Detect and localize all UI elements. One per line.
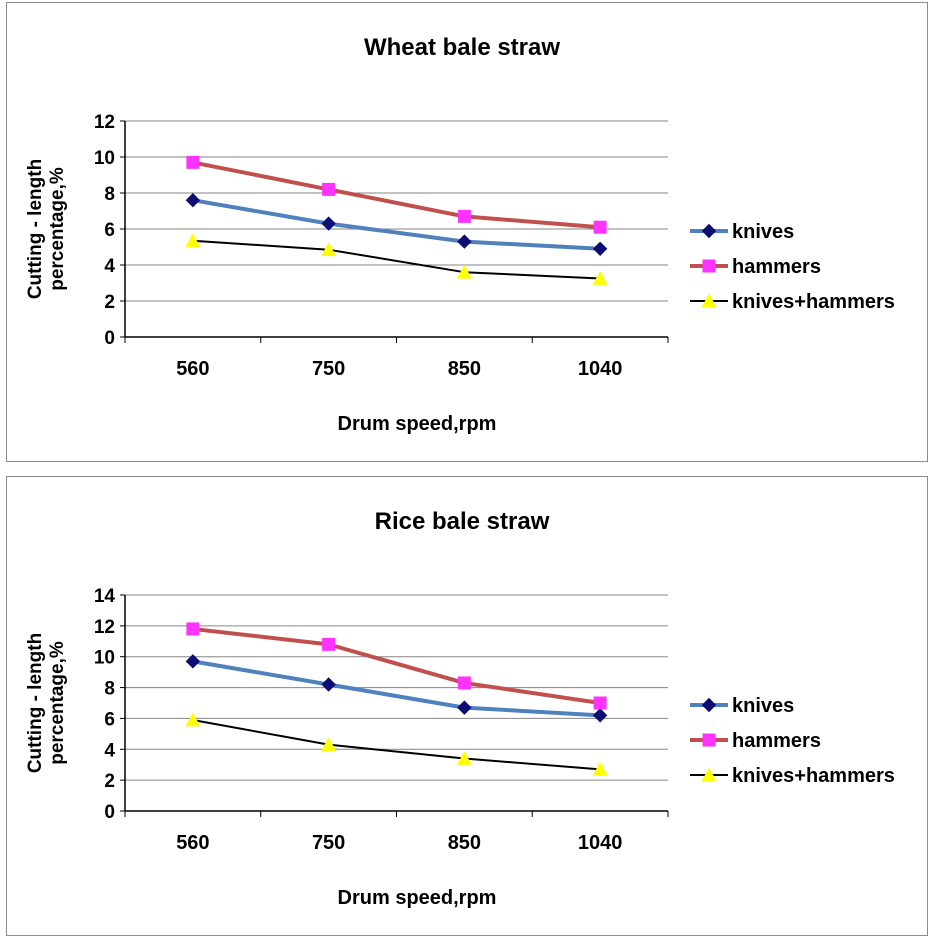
y-tick-label: 2 [104, 292, 115, 313]
data-point-knives-hammers [321, 242, 337, 257]
y-tick-label: 14 [94, 586, 116, 607]
rice-chart-panel: Rice bale straw 0 2 4 6 8 10 12 14 560 750 850 1040 D… [6, 476, 928, 936]
legend-label-knives: knives [732, 695, 794, 717]
legend-marker-knives-hammers [701, 293, 717, 308]
legend-marker-hammers [702, 259, 716, 273]
chart-title: Rice bale straw [375, 508, 550, 535]
y-tick-label: 0 [104, 802, 115, 823]
data-point-hammers [593, 696, 607, 710]
chart-title: Wheat bale straw [364, 34, 560, 61]
data-point-hammers [322, 182, 336, 196]
rice-chart: Rice bale straw 0 2 4 6 8 10 12 14 560 750 850 1040 D… [25, 508, 895, 909]
x-tick-label: 1040 [578, 832, 623, 854]
x-tick-label: 850 [448, 832, 481, 854]
legend-label-hammers: hammers [732, 256, 821, 278]
data-point-hammers [186, 622, 200, 636]
x-axis-label: Drum speed,rpm [338, 887, 497, 909]
data-point-knives [321, 216, 336, 231]
data-point-knives [592, 241, 608, 257]
data-point-knives [321, 677, 336, 692]
x-tick-label: 560 [176, 832, 209, 854]
y-tick-label: 12 [94, 617, 115, 638]
y-tick-label: 4 [104, 256, 115, 277]
data-point-knives-hammers [185, 712, 201, 727]
y-axis-label-line: percentage,% [47, 641, 68, 765]
x-tick-label: 750 [312, 358, 345, 380]
y-axis-label: Cutting - lengthpercentage,% [25, 633, 68, 773]
data-point-knives [592, 708, 608, 723]
wheat-chart: Wheat bale straw 0 2 4 6 8 10 12 560 750 850 1040 Dr… [25, 34, 895, 435]
x-axis-label: Drum speed,rpm [338, 413, 497, 435]
y-tick-label: 6 [104, 220, 115, 241]
y-tick-label: 8 [104, 184, 115, 205]
data-point-knives-hammers [321, 737, 337, 752]
legend-marker-knives [701, 697, 717, 713]
legend-marker-knives-hammers [701, 767, 717, 782]
data-point-knives [457, 700, 472, 715]
y-axis-label-line: Cutting - length [25, 633, 46, 773]
y-tick-label: 4 [104, 740, 115, 761]
series-line-hammers [192, 626, 601, 705]
y-tick-label: 10 [94, 148, 115, 169]
data-point-knives-hammers [456, 751, 472, 765]
y-tick-label: 8 [104, 679, 115, 700]
data-point-hammers [457, 676, 471, 690]
data-point-knives [185, 654, 201, 669]
y-tick-label: 0 [104, 328, 115, 349]
series-line-knives-hammers [192, 239, 601, 280]
y-tick-label: 12 [94, 112, 115, 133]
data-point-knives-hammers [185, 233, 201, 248]
wheat-chart-panel: Wheat bale straw 0 2 4 6 8 10 12 560 750 850 1040 Dr… [6, 2, 928, 462]
y-axis-label: Cutting - lengthpercentage,% [25, 159, 68, 299]
data-point-knives-hammers [592, 271, 608, 285]
legend-label-knives-hammers: knives+hammers [732, 765, 895, 787]
data-point-hammers [457, 209, 471, 223]
series-line-knives-hammers [192, 718, 601, 771]
y-tick-label: 10 [94, 648, 115, 669]
x-tick-label: 560 [176, 358, 209, 380]
series-line-knives [192, 198, 601, 251]
y-tick-label: 2 [104, 771, 115, 792]
x-tick-label: 750 [312, 832, 345, 854]
data-point-hammers [322, 637, 336, 651]
legend-marker-hammers [702, 733, 716, 747]
x-tick-label: 850 [448, 358, 481, 380]
y-axis-label-line: percentage,% [47, 167, 68, 291]
data-point-knives-hammers [592, 761, 608, 776]
x-tick-label: 1040 [578, 358, 623, 380]
data-point-knives [457, 234, 472, 249]
legend-marker-knives [701, 223, 717, 239]
y-tick-label: 6 [104, 709, 115, 730]
legend-label-knives: knives [732, 221, 794, 243]
legend-label-knives-hammers: knives+hammers [732, 291, 895, 313]
y-axis-label-line: Cutting - length [25, 159, 46, 299]
series-line-knives [192, 659, 601, 718]
series-line-hammers [192, 160, 601, 230]
legend-label-hammers: hammers [732, 730, 821, 752]
data-point-hammers [593, 220, 607, 234]
data-point-knives [185, 192, 201, 208]
data-point-hammers [186, 155, 200, 169]
data-point-knives-hammers [456, 264, 472, 279]
